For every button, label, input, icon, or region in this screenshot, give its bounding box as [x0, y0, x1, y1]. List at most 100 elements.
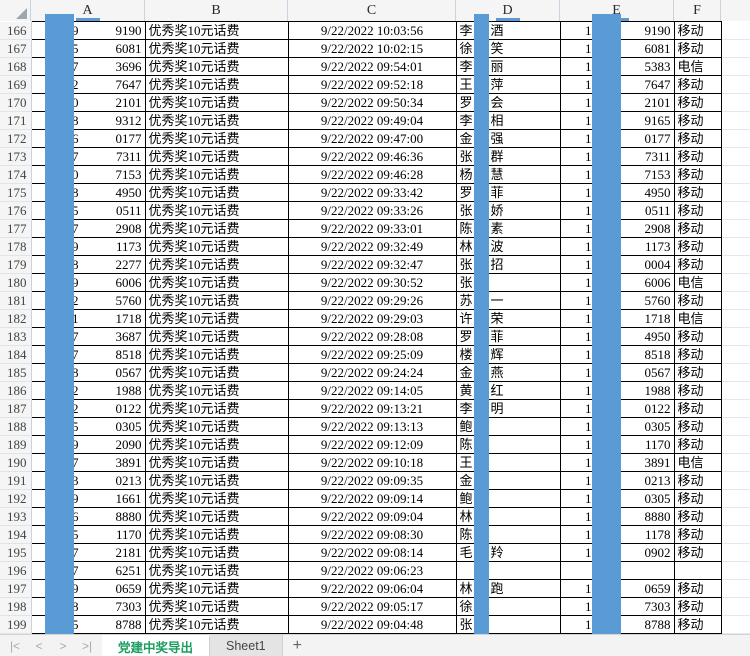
cell-name[interactable]: 李相: [455, 111, 561, 130]
cell-prize[interactable]: 优秀奖10元话费: [144, 111, 289, 130]
cell-name[interactable]: 金燕: [455, 363, 561, 382]
table-row[interactable]: 185 158 0567 优秀奖10元话费 9/22/2022 09:24:24 金燕 15…: [0, 363, 750, 382]
cell-empty[interactable]: [721, 381, 750, 400]
cell-empty[interactable]: [721, 597, 750, 616]
cell-phone-a[interactable]: 177 6251: [30, 561, 146, 580]
sheet-tab-active[interactable]: 党建中奖导出: [102, 635, 211, 656]
cell-phone-e[interactable]: 158 4950: [559, 327, 675, 346]
cell-prize[interactable]: 优秀奖10元话费: [144, 273, 289, 292]
cell-phone-e[interactable]: 135 0305: [559, 489, 675, 508]
cell-phone-e[interactable]: 135 1178: [559, 525, 675, 544]
table-row[interactable]: 186 152 1988 优秀奖10元话费 9/22/2022 09:14:05 黄红 15…: [0, 381, 750, 400]
cell-timestamp[interactable]: 9/22/2022 10:02:15: [287, 39, 457, 58]
cell-phone-a[interactable]: 182 5760: [30, 291, 146, 310]
cell-phone-e[interactable]: 137 0902: [559, 543, 675, 562]
cell-timestamp[interactable]: 9/22/2022 09:06:23: [287, 561, 457, 580]
cell-timestamp[interactable]: 9/22/2022 10:03:56: [287, 21, 457, 40]
cell-prize[interactable]: 优秀奖10元话费: [144, 291, 289, 310]
table-row[interactable]: 192 159 1661 优秀奖10元话费 9/22/2022 09:09:14 鲍 135…: [0, 489, 750, 508]
cell-carrier[interactable]: 移动: [673, 597, 722, 616]
cell-carrier[interactable]: 移动: [673, 237, 722, 256]
cell-carrier[interactable]: 移动: [673, 345, 722, 364]
first-sheet-icon[interactable]: |<: [9, 638, 21, 653]
cell-timestamp[interactable]: 9/22/2022 09:30:52: [287, 273, 457, 292]
cell-timestamp[interactable]: 9/22/2022 09:33:26: [287, 201, 457, 220]
cell-name[interactable]: 张: [455, 615, 561, 634]
cell-empty[interactable]: [721, 561, 750, 580]
cell-empty[interactable]: [721, 489, 750, 508]
cell-phone-a[interactable]: 152 7647: [30, 75, 146, 94]
table-row[interactable]: 175 158 4950 优秀奖10元话费 9/22/2022 09:33:42 罗菲 15…: [0, 183, 750, 202]
table-row[interactable]: 194 135 1170 优秀奖10元话费 9/22/2022 09:08:30 陈 135…: [0, 525, 750, 544]
row-header[interactable]: 179: [0, 255, 32, 274]
cell-phone-e[interactable]: 182 5760: [559, 291, 675, 310]
cell-empty[interactable]: [721, 543, 750, 562]
cell-phone-a[interactable]: 158 4950: [30, 183, 146, 202]
cell-timestamp[interactable]: 9/22/2022 09:50:34: [287, 93, 457, 112]
cell-timestamp[interactable]: 9/22/2022 09:32:47: [287, 255, 457, 274]
cell-phone-a[interactable]: 159 1173: [30, 237, 146, 256]
cell-carrier[interactable]: 移动: [673, 255, 722, 274]
table-row[interactable]: 176 135 0511 优秀奖10元话费 9/22/2022 09:33:26 张娇 13…: [0, 201, 750, 220]
cell-empty[interactable]: [721, 327, 750, 346]
cell-prize[interactable]: 优秀奖10元话费: [144, 21, 289, 40]
cell-timestamp[interactable]: 9/22/2022 09:12:09: [287, 435, 457, 454]
cell-empty[interactable]: [721, 417, 750, 436]
row-header[interactable]: 198: [0, 597, 32, 616]
row-header[interactable]: 177: [0, 219, 32, 238]
cell-phone-e[interactable]: 152 1988: [559, 381, 675, 400]
table-row[interactable]: 181 182 5760 优秀奖10元话费 9/22/2022 09:29:26 苏一 18…: [0, 291, 750, 310]
table-row[interactable]: 180 189 6006 优秀奖10元话费 9/22/2022 09:30:52 张 189…: [0, 273, 750, 292]
cell-name[interactable]: 李丽: [455, 57, 561, 76]
cell-timestamp[interactable]: 9/22/2022 09:09:35: [287, 471, 457, 490]
cell-name[interactable]: 黄红: [455, 381, 561, 400]
cell-phone-e[interactable]: 139 0659: [559, 579, 675, 598]
cell-phone-e[interactable]: 158 0567: [559, 363, 675, 382]
cell-carrier[interactable]: 移动: [673, 381, 722, 400]
cell-phone-e[interactable]: 137 7311: [559, 147, 675, 166]
row-header[interactable]: 182: [0, 309, 32, 328]
cell-timestamp[interactable]: 9/22/2022 09:08:14: [287, 543, 457, 562]
cell-timestamp[interactable]: 9/22/2022 09:28:08: [287, 327, 457, 346]
row-header[interactable]: 183: [0, 327, 32, 346]
table-row[interactable]: 178 159 1173 优秀奖10元话费 9/22/2022 09:32:49 林波 15…: [0, 237, 750, 256]
cell-timestamp[interactable]: 9/22/2022 09:10:18: [287, 453, 457, 472]
cell-phone-a[interactable]: 136 0177: [30, 129, 146, 148]
cell-prize[interactable]: 优秀奖10元话费: [144, 489, 289, 508]
cell-empty[interactable]: [721, 507, 750, 526]
row-header[interactable]: 186: [0, 381, 32, 400]
cell-timestamp[interactable]: 9/22/2022 09:29:03: [287, 309, 457, 328]
cell-timestamp[interactable]: 9/22/2022 09:49:04: [287, 111, 457, 130]
cell-name[interactable]: 陈: [455, 525, 561, 544]
cell-phone-e[interactable]: 173 5383: [559, 57, 675, 76]
cell-name[interactable]: 林跑: [455, 579, 561, 598]
cell-phone-a[interactable]: 137 7311: [30, 147, 146, 166]
table-row[interactable]: 166 139 9190 优秀奖10元话费 9/22/2022 10:03:56 李酒 13…: [0, 21, 750, 40]
cell-timestamp[interactable]: 9/22/2022 09:09:04: [287, 507, 457, 526]
cell-empty[interactable]: [721, 75, 750, 94]
cell-name[interactable]: 林: [455, 507, 561, 526]
cell-name[interactable]: 金强: [455, 129, 561, 148]
table-row[interactable]: 182 181 1718 优秀奖10元话费 9/22/2022 09:29:03 许荣 18…: [0, 309, 750, 328]
cell-phone-e[interactable]: 188 9165: [559, 111, 675, 130]
table-row[interactable]: 174 150 7153 优秀奖10元话费 9/22/2022 09:46:28 杨慧 15…: [0, 165, 750, 184]
cell-phone-e[interactable]: 183 0213: [559, 471, 675, 490]
row-header[interactable]: 169: [0, 75, 32, 94]
column-header-c[interactable]: C: [288, 0, 456, 21]
cell-phone-e[interactable]: 152 0122: [559, 399, 675, 418]
cell-timestamp[interactable]: 9/22/2022 09:06:04: [287, 579, 457, 598]
cell-prize[interactable]: 优秀奖10元话费: [144, 615, 289, 634]
cell-name[interactable]: 鲍: [455, 489, 561, 508]
cell-carrier[interactable]: 电信: [673, 273, 722, 292]
cell-carrier[interactable]: 移动: [673, 291, 722, 310]
cell-phone-a[interactable]: 150 2101: [30, 93, 146, 112]
cell-prize[interactable]: 优秀奖10元话费: [144, 327, 289, 346]
cell-timestamp[interactable]: 9/22/2022 09:13:13: [287, 417, 457, 436]
cell-empty[interactable]: [721, 183, 750, 202]
table-row[interactable]: 188 135 0305 优秀奖10元话费 9/22/2022 09:13:13 鲍 135…: [0, 417, 750, 436]
row-header[interactable]: 167: [0, 39, 32, 58]
cell-timestamp[interactable]: 9/22/2022 09:46:36: [287, 147, 457, 166]
cell-carrier[interactable]: 移动: [673, 507, 722, 526]
row-header[interactable]: 196: [0, 561, 32, 580]
cell-phone-e[interactable]: 135 0305: [559, 417, 675, 436]
